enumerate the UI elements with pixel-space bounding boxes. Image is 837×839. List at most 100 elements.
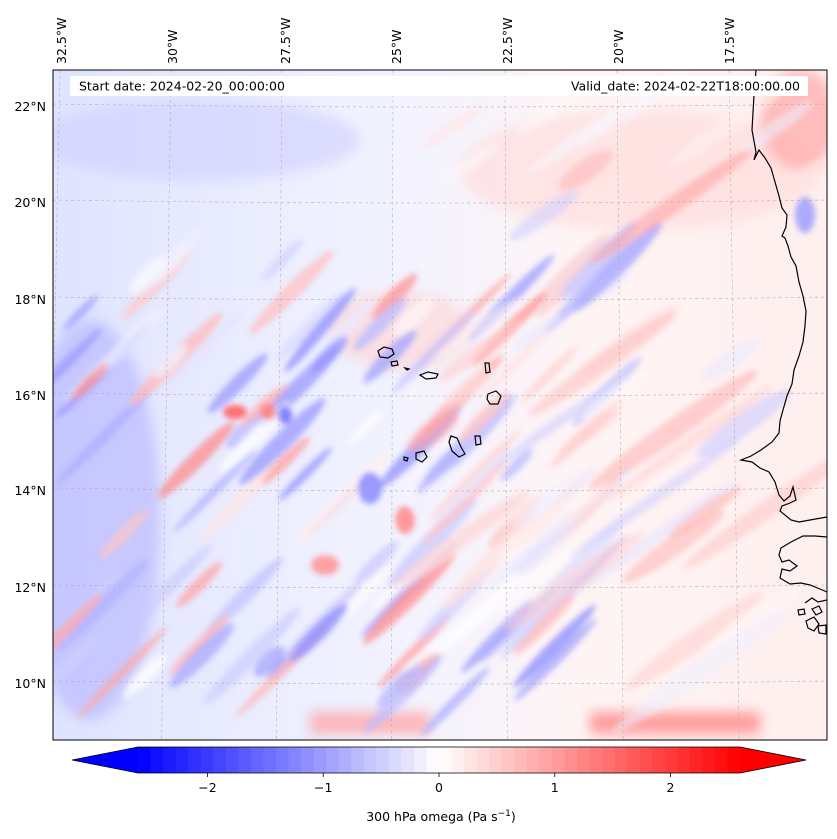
colorbar-cell: [639, 747, 653, 773]
colorbar-tick-label: −2: [198, 780, 216, 795]
colorbar-cell: [138, 747, 152, 773]
date-header-box: [70, 76, 808, 96]
colorbar-cell: [451, 747, 465, 773]
island-santa-luzia: [403, 366, 411, 371]
coast-guinea: [804, 597, 827, 604]
island-santo-antao: [377, 346, 395, 359]
lon-label-25w: 25°W: [389, 29, 404, 64]
lon-label-20w: 20°W: [611, 29, 626, 64]
map-panel: [52, 69, 828, 741]
lat-label-20n: 20°N: [14, 195, 46, 210]
colorbar-cell: [576, 747, 591, 773]
parallel-line: [53, 103, 827, 108]
meridian-line: [504, 70, 508, 740]
colorbar-cell: [188, 747, 202, 773]
island-fogo: [415, 450, 428, 463]
island-boa-vista: [486, 390, 502, 405]
date-header: Start date: 2024-02-20_00:00:00 Valid_da…: [70, 76, 808, 96]
start-date-label: Start date: 2024-02-20_00:00:00: [79, 79, 285, 94]
colorbar-outline: [71, 746, 807, 774]
meridian-line: [391, 70, 394, 740]
colorbar-cell: [652, 747, 666, 773]
colorbar-cell: [401, 747, 415, 773]
colorbar-cell: [727, 747, 741, 773]
parallel-line: [53, 392, 827, 397]
colorbar-cell: [263, 747, 277, 773]
coast-guinea-bissau: [778, 535, 827, 593]
longitude-labels: 32.5°W 30°W 27.5°W 25°W 22.5°W 20°W 17.5…: [54, 18, 737, 64]
island-sao-vicente: [390, 360, 399, 367]
colorbar-cell: [564, 747, 578, 773]
colorbar-cell: [476, 747, 490, 773]
african-coastline: [738, 70, 827, 635]
colorbar-cell: [376, 747, 390, 773]
island-maio: [474, 435, 482, 446]
colorbar-cell: [288, 747, 302, 773]
colorbar-cell: [589, 747, 603, 773]
colorbar-extend-high: [740, 747, 806, 773]
meridian-line: [616, 70, 624, 740]
bijagos-island-2: [811, 605, 823, 616]
colorbar-cell: [602, 747, 616, 773]
meridian-line: [728, 70, 740, 740]
bijagos-island-3: [797, 608, 806, 616]
colorbar-cell: [702, 747, 716, 773]
colorbar-cells: [138, 747, 741, 773]
valid-date-label: Valid_date: 2024-02-22T18:00:00.00: [571, 79, 800, 94]
parallel-line: [53, 487, 827, 492]
colorbar-cell: [413, 747, 428, 773]
colorbar-tick-label: 1: [551, 780, 559, 795]
lon-label-27-5w: 27.5°W: [278, 18, 293, 64]
colorbar-cell: [426, 747, 440, 773]
colorbar-cell: [200, 747, 214, 773]
colorbar-cell: [388, 747, 402, 773]
colorbar-cell: [714, 747, 729, 773]
island-sao-nicolau: [418, 371, 439, 380]
colorbar-cell: [363, 747, 377, 773]
colorbar-tick-label: 2: [667, 780, 675, 795]
colorbar-cell: [551, 747, 566, 773]
colorbar-label: 300 hPa omega (Pa s−1): [366, 809, 516, 824]
latitude-labels: 22°N 20°N 18°N 16°N 14°N 12°N 10°N: [14, 99, 46, 691]
lat-label-18n: 18°N: [14, 292, 46, 307]
parallel-line: [53, 680, 827, 685]
colorbar-cell: [275, 747, 290, 773]
colorbar-cell: [351, 747, 365, 773]
colorbar-cell: [514, 747, 528, 773]
colorbar-cell: [614, 747, 628, 773]
colorbar-cell: [677, 747, 691, 773]
colorbar: −2 −1 0 1 2 300 hPa omega (Pa s−1): [71, 746, 807, 824]
lat-label-22n: 22°N: [14, 99, 46, 114]
parallel-line: [53, 199, 827, 204]
island-sal: [484, 362, 491, 374]
lon-label-32-5w: 32.5°W: [54, 18, 69, 64]
island-santiago: [448, 435, 466, 458]
colorbar-cell: [313, 747, 327, 773]
parallel-line: [53, 584, 827, 589]
colorbar-cell: [501, 747, 515, 773]
colorbar-cell: [489, 747, 503, 773]
meridian-line: [161, 70, 172, 740]
colorbar-cell: [627, 747, 641, 773]
colorbar-cell: [175, 747, 189, 773]
colorbar-cell: [439, 747, 453, 773]
bijagos-island-4: [817, 624, 827, 635]
lon-label-17-5w: 17.5°W: [722, 18, 737, 64]
lat-label-10n: 10°N: [14, 676, 46, 691]
lon-label-22-5w: 22.5°W: [500, 18, 515, 64]
meridian-line: [276, 70, 283, 740]
colorbar-extend-low: [72, 747, 138, 773]
lat-label-16n: 16°N: [14, 388, 46, 403]
colorbar-cell: [213, 747, 227, 773]
colorbar-cell: [464, 747, 478, 773]
colorbar-tick-label: 0: [435, 780, 443, 795]
lat-label-14n: 14°N: [14, 483, 46, 498]
island-brava: [403, 456, 409, 462]
colorbar-cell: [338, 747, 352, 773]
colorbar-cell: [689, 747, 703, 773]
lon-label-30w: 30°W: [165, 29, 180, 64]
colorbar-tick-label: −1: [314, 780, 332, 795]
colorbar-cell: [225, 747, 239, 773]
bijagos-island-1: [805, 616, 820, 632]
